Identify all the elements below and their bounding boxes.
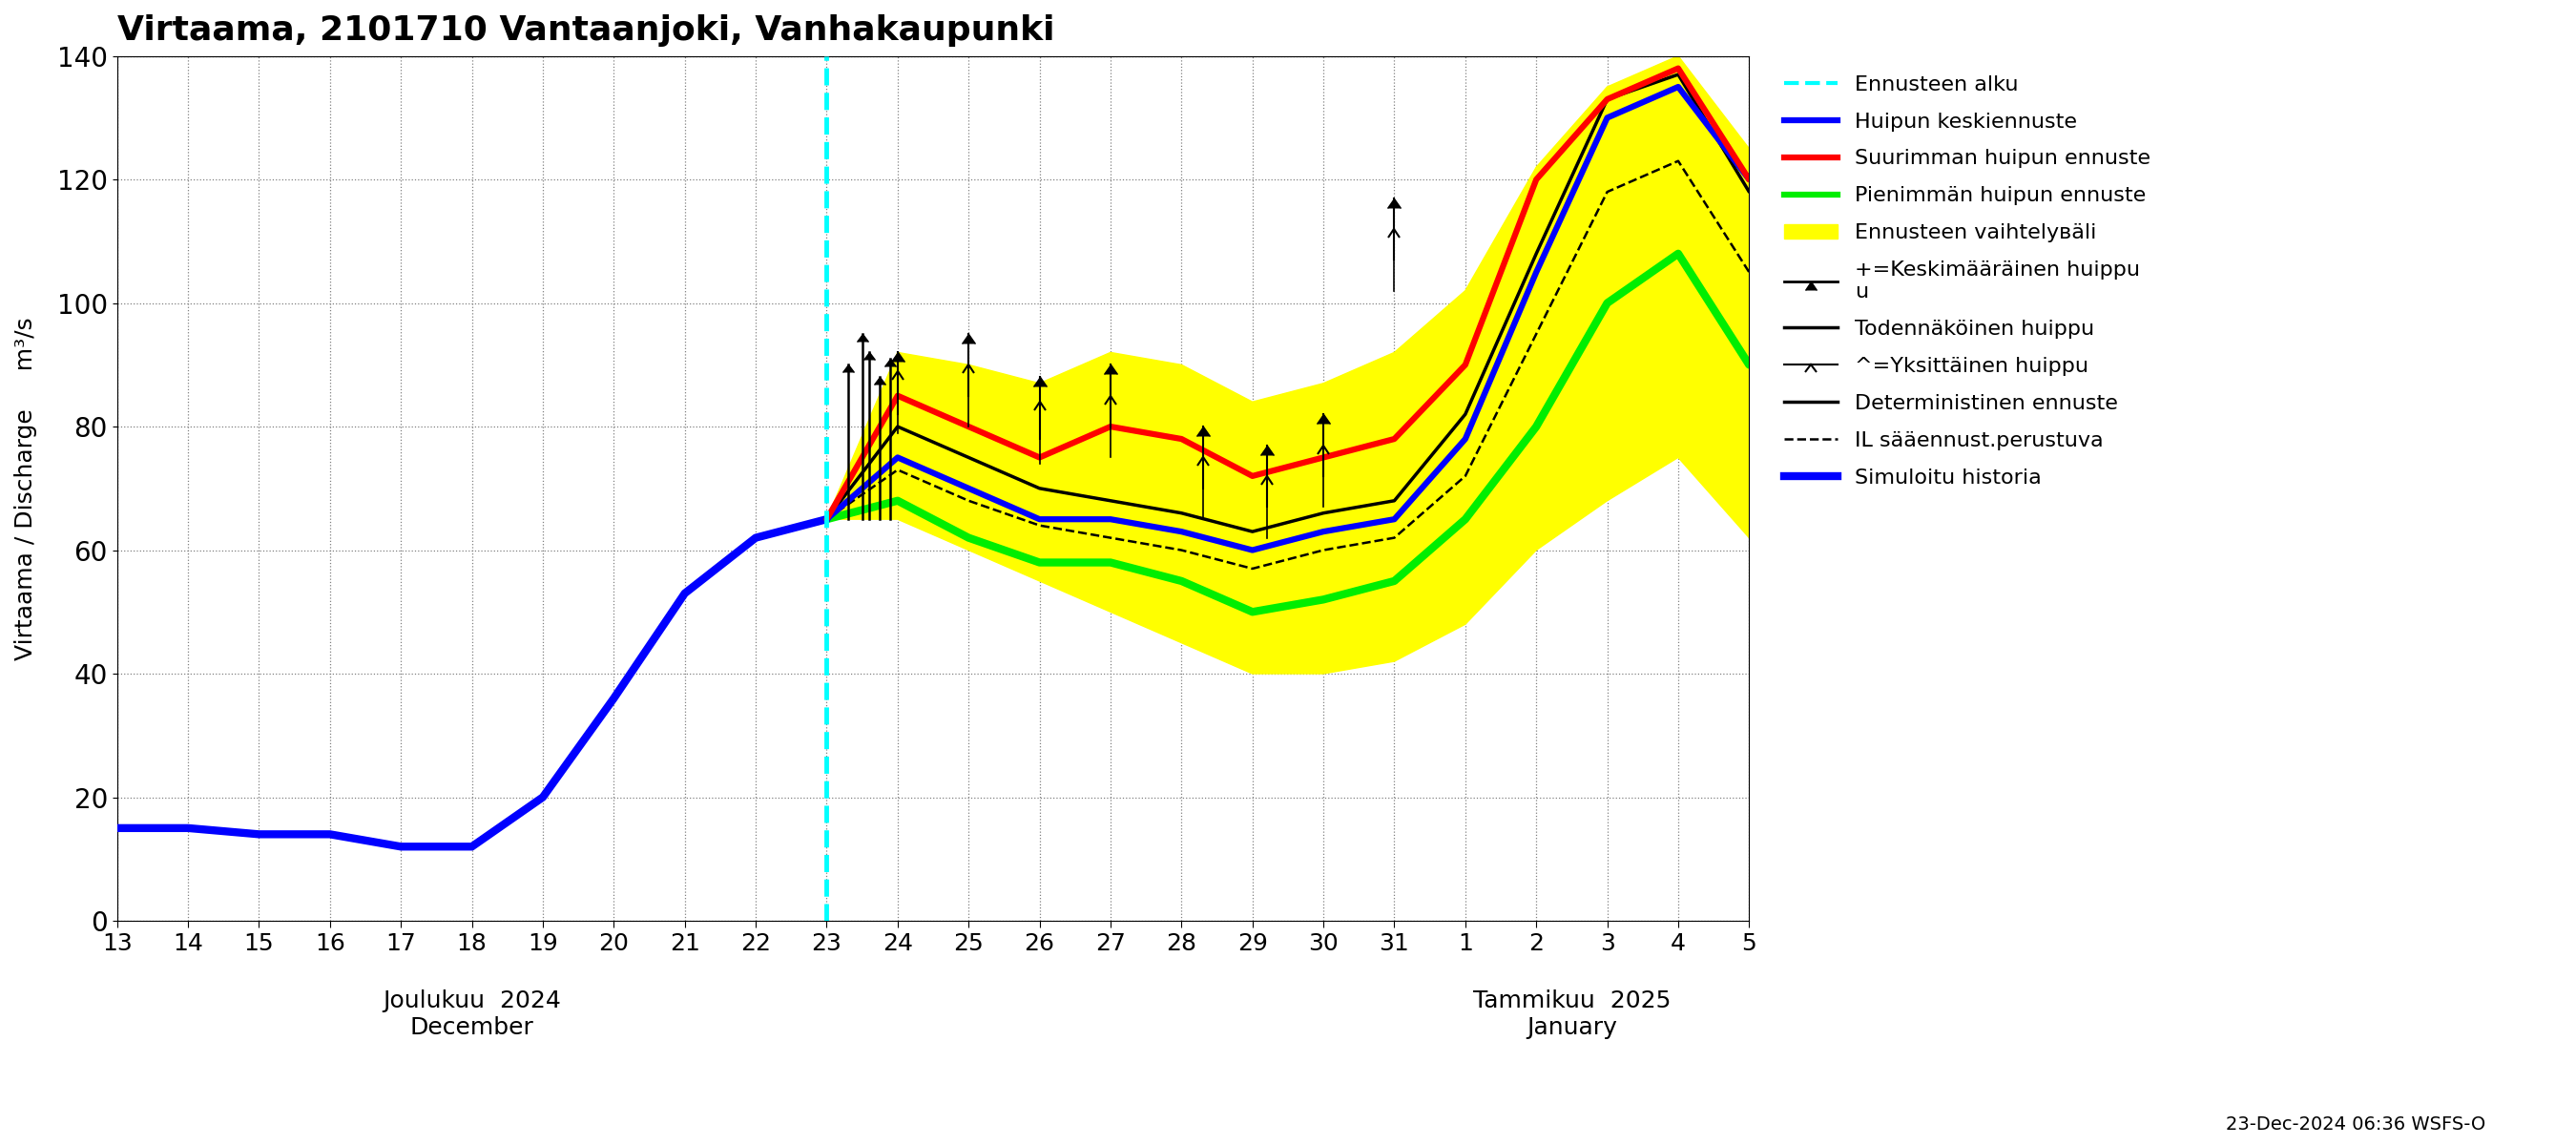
Legend: Ennusteen alku, Huipun keskiennuste, Suurimman huipun ennuste, Pienimmän huipun : Ennusteen alku, Huipun keskiennuste, Suu… [1775,66,2159,496]
Text: Tammikuu  2025
January: Tammikuu 2025 January [1473,989,1672,1040]
Polygon shape [827,56,1749,673]
Text: Virtaama, 2101710 Vantaanjoki, Vanhakaupunki: Virtaama, 2101710 Vantaanjoki, Vanhakaup… [116,14,1054,47]
Text: 23-Dec-2024 06:36 WSFS-O: 23-Dec-2024 06:36 WSFS-O [2226,1115,2486,1134]
Y-axis label: Virtaama / Discharge     m³/s: Virtaama / Discharge m³/s [15,317,36,660]
Text: Joulukuu  2024
December: Joulukuu 2024 December [384,989,562,1040]
